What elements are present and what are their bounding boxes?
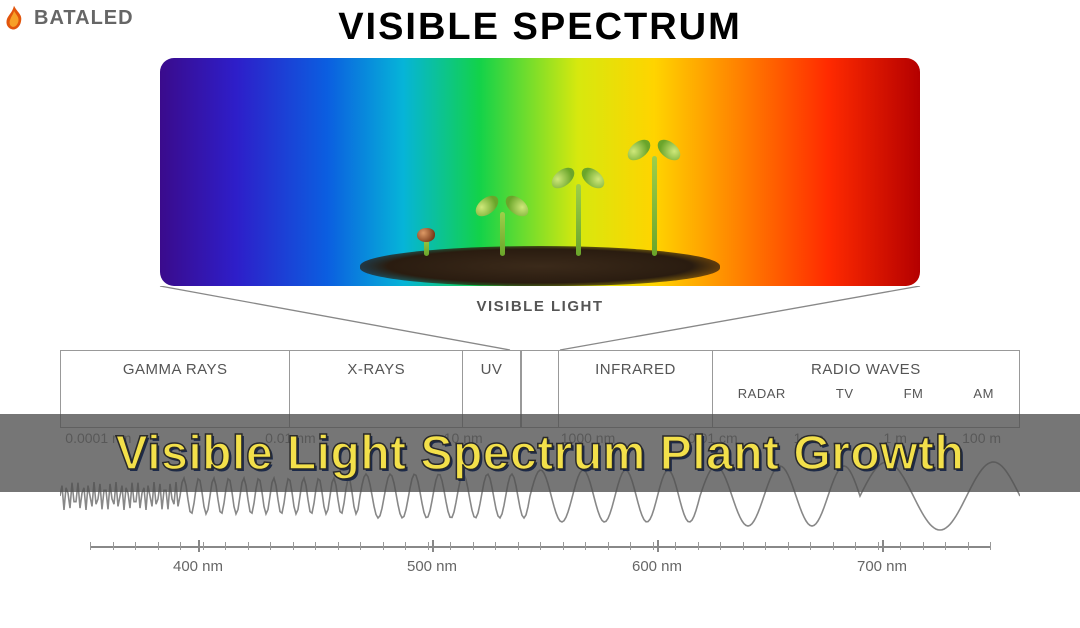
radio-sub-label: RADAR [738,386,786,401]
axis-label: 400 nm [173,558,223,575]
overlay-text: Visible Light Spectrum Plant Growth [116,426,965,481]
radio-sub-label: AM [973,386,994,401]
page-root: BATALED VISIBLE SPECTRUM VISIBLE LIGHT G… [0,0,1080,628]
seedling [652,156,657,256]
title-overlay-banner: Visible Light Spectrum Plant Growth [0,414,1080,492]
visible-light-label: VISIBLE LIGHT [0,298,1080,315]
projection-lines [0,286,1080,356]
axis-label: 600 nm [632,558,682,575]
axis-label: 500 nm [407,558,457,575]
seedling [576,184,581,256]
axis-label: 700 nm [857,558,907,575]
nm-axis: 400 nm 500 nm 600 nm 700 nm [90,546,990,588]
radio-sub-label: TV [836,386,854,401]
seedling [424,236,429,256]
page-title: VISIBLE SPECTRUM [0,6,1080,49]
visible-spectrum-band [160,58,920,286]
radio-sub-label: FM [904,386,924,401]
soil-mound [360,246,720,286]
seedling [500,212,505,256]
